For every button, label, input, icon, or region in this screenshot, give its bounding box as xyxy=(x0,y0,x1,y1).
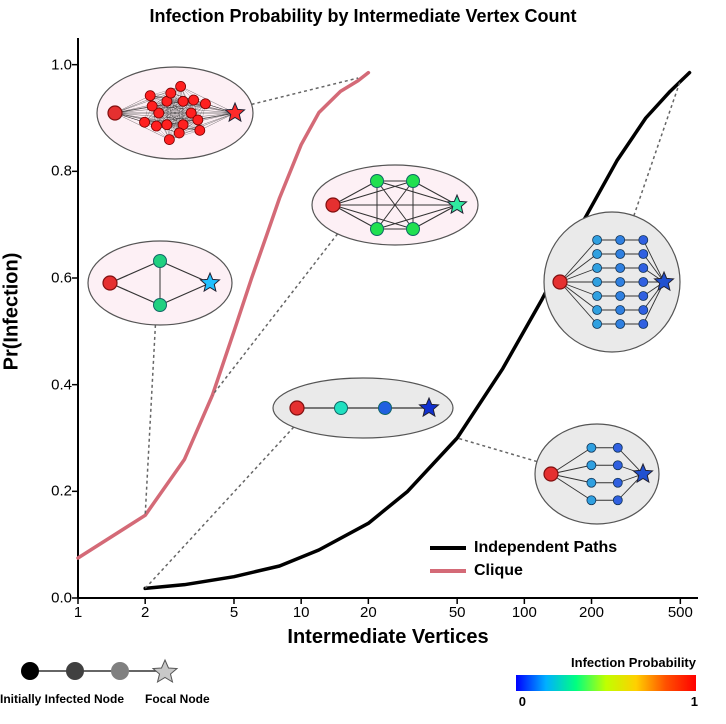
legend-independent: Independent Paths xyxy=(430,539,617,557)
xtick: 20 xyxy=(360,604,377,621)
gradient-tick-1: 1 xyxy=(691,694,698,709)
gradient-label: Infection Probability xyxy=(571,655,696,670)
ytick: 0.0 xyxy=(51,590,72,607)
node-legend-focal: Focal Node xyxy=(145,692,210,706)
xtick: 10 xyxy=(293,604,310,621)
xtick: 1 xyxy=(74,604,82,621)
ytick: 0.2 xyxy=(51,483,72,500)
ytick: 0.4 xyxy=(51,376,72,393)
ytick: 0.6 xyxy=(51,270,72,287)
gradient-bar xyxy=(516,675,696,691)
xtick: 100 xyxy=(512,604,537,621)
xtick: 200 xyxy=(579,604,604,621)
gradient-tick-0: 0 xyxy=(519,694,526,709)
node-legend-initial: Initially Infected Node xyxy=(0,692,124,706)
xtick: 2 xyxy=(141,604,149,621)
node-legend-svg xyxy=(10,656,310,696)
legend-clique: Clique xyxy=(430,562,523,580)
xtick: 500 xyxy=(668,604,693,621)
xtick: 5 xyxy=(230,604,238,621)
xtick: 50 xyxy=(449,604,466,621)
ytick: 0.8 xyxy=(51,163,72,180)
ytick: 1.0 xyxy=(51,56,72,73)
